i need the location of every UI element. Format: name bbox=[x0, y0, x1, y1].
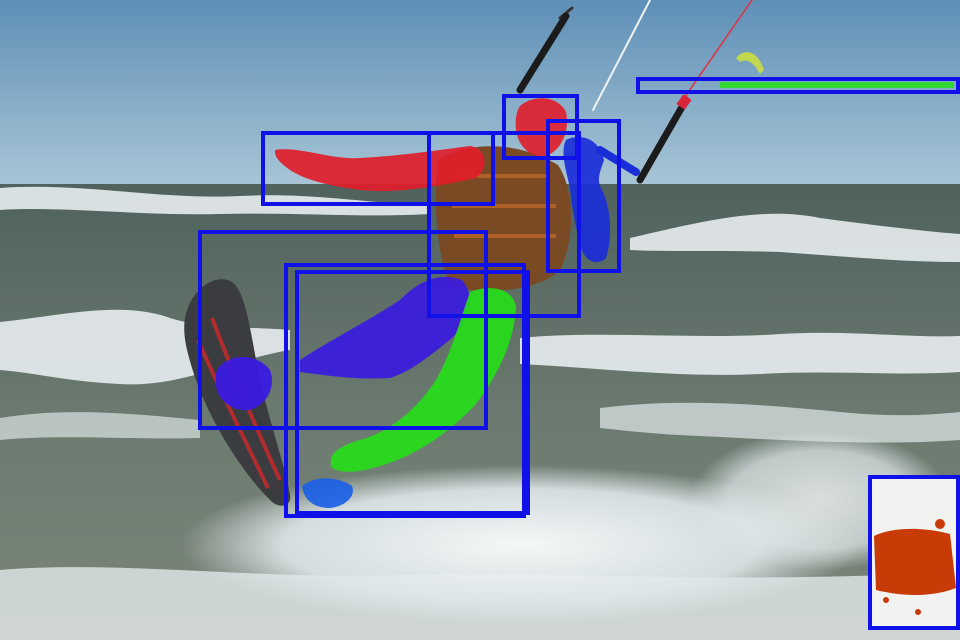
water-splash bbox=[180, 465, 860, 625]
foot-right-mask bbox=[302, 478, 353, 508]
arm-left-mask bbox=[274, 146, 485, 192]
object-mask-green-strip bbox=[720, 82, 954, 88]
bounding-box bbox=[198, 230, 488, 430]
bounding-box bbox=[284, 263, 526, 518]
head-mask bbox=[515, 98, 568, 157]
foot-left-mask bbox=[215, 356, 272, 411]
vest bbox=[435, 146, 572, 291]
bounding-box bbox=[261, 131, 495, 206]
bounding-box bbox=[295, 270, 530, 515]
bounding-box bbox=[546, 119, 621, 273]
bounding-box bbox=[636, 77, 960, 94]
bounding-box bbox=[427, 131, 581, 318]
bounding-box bbox=[502, 94, 579, 160]
arm-right-mask bbox=[563, 136, 611, 263]
leg-right-mask bbox=[330, 288, 516, 472]
kite-control-bar bbox=[516, 12, 692, 184]
bounding-boxes bbox=[198, 77, 960, 630]
bounding-box bbox=[868, 475, 960, 630]
object-mask-orange bbox=[870, 478, 956, 626]
distant-kite bbox=[736, 52, 764, 74]
